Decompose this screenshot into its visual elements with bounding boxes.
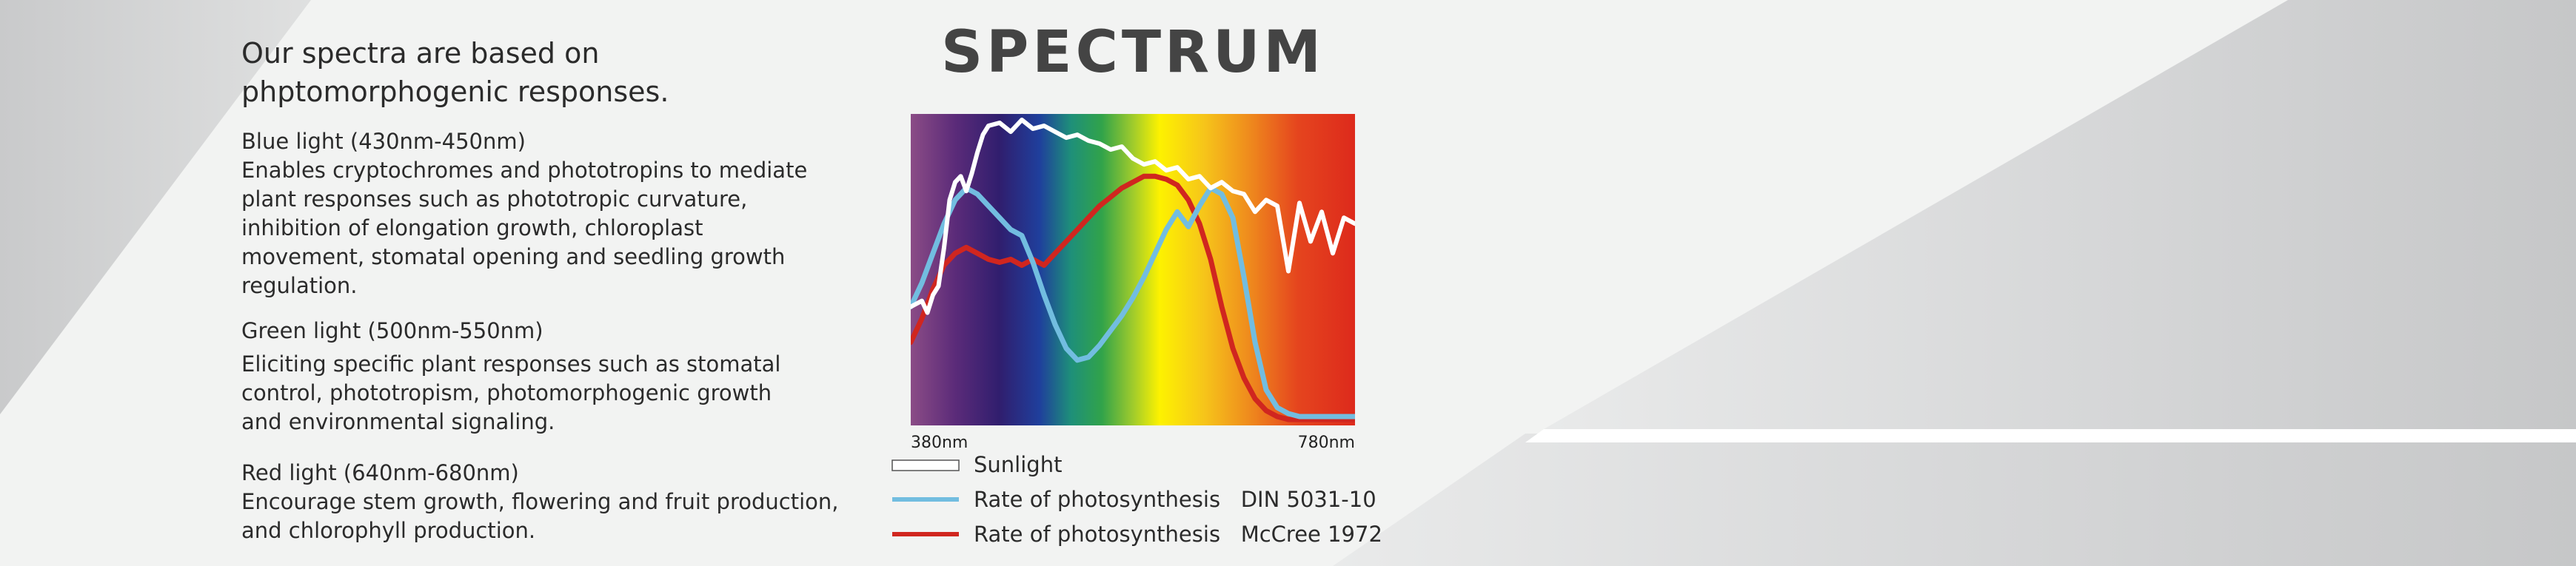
green-light-line: Eliciting specific plant responses such … [241, 351, 781, 377]
intro-line-1: Our spectra are based on [241, 37, 600, 70]
right-upper-shape [1544, 0, 2576, 429]
intro-text: Our spectra are based on phptomorphogeni… [241, 34, 908, 111]
right-lower-shape [1333, 434, 2576, 566]
chart-title: SPECTRUM [940, 19, 1325, 86]
blue-light-line: movement, stomatal opening and seedling … [241, 244, 786, 269]
red-light-line: Encourage stem growth, flowering and fru… [241, 489, 839, 514]
blue-light-section: Blue light (430nm-450nm) Enables cryptoc… [241, 127, 856, 300]
blue-light-heading: Blue light (430nm-450nm) [241, 129, 526, 154]
legend: Sunlight Rate of photosynthesis DIN 5031… [891, 452, 1382, 547]
mccree-series-line [911, 173, 1355, 422]
green-light-heading: Green light (500nm-550nm) [241, 318, 543, 343]
red-light-heading: Red light (640nm-680nm) [241, 460, 519, 485]
x-tick-label-start: 380nm [911, 434, 968, 452]
green-light-line: control, phototropism, photomorphogenic … [241, 380, 772, 405]
green-light-line: and environmental signaling. [241, 409, 555, 434]
red-light-section: Red light (640nm-680nm) Encourage stem g… [241, 459, 856, 545]
legend-swatch-sunlight [891, 459, 960, 471]
sunlight-series-line [911, 118, 1355, 315]
blue-light-line: Enables cryptochromes and phototropins t… [241, 158, 808, 183]
legend-label-sunlight: Sunlight [974, 452, 1062, 477]
left-shape [0, 0, 311, 414]
legend-label-din: Rate of photosynthesis DIN 5031-10 [974, 487, 1376, 512]
divider-stripe [1525, 429, 2576, 442]
intro-line-2: phptomorphogenic responses. [241, 75, 669, 108]
blue-light-line: inhibition of elongation growth, chlorop… [241, 215, 703, 240]
din-5031-series-line [911, 185, 1355, 420]
red-light-line: and chlorophyll production. [241, 518, 536, 543]
blue-light-line: regulation. [241, 273, 358, 298]
green-light-section: Green light (500nm-550nm) Eliciting spec… [241, 317, 856, 437]
legend-label-mccree: Rate of photosynthesis McCree 1972 [974, 522, 1382, 547]
blue-light-line: plant responses such as phototropic curv… [241, 186, 748, 212]
spectrum-background [911, 114, 1355, 425]
spectrum-chart: 380nm 780nm Sunlight Rate of photosynthe… [891, 114, 1382, 547]
series-layer [911, 118, 1355, 422]
x-tick-label-end: 780nm [1298, 434, 1355, 452]
